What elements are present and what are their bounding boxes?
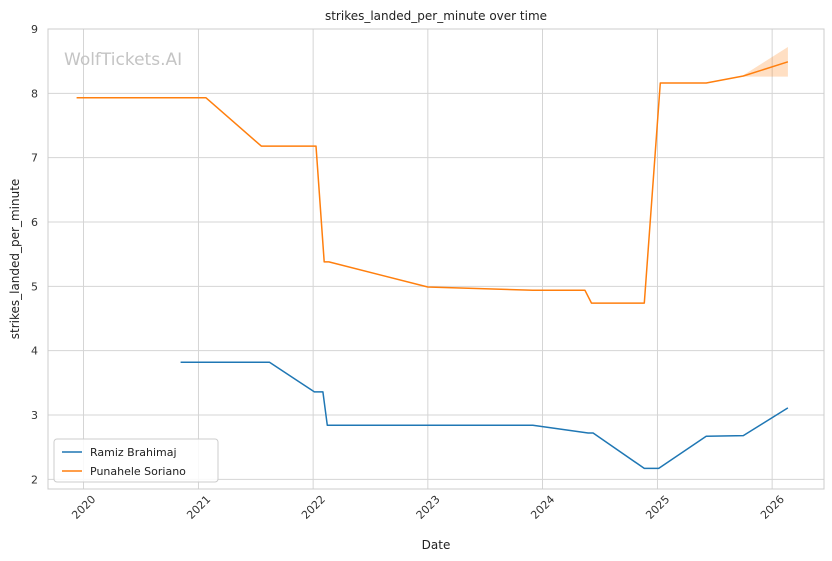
y-tick-label: 4 [31, 345, 38, 358]
y-tick-label: 3 [31, 409, 38, 422]
legend-label-punahele-soriano: Punahele Soriano [90, 465, 186, 478]
y-tick-label: 5 [31, 280, 38, 293]
series-lines [76, 61, 789, 470]
y-tick-label: 7 [31, 152, 38, 165]
watermark: WolfTickets.AI [64, 50, 182, 70]
legend-label-ramiz-brahimaj: Ramiz Brahimaj [90, 446, 177, 459]
legend: Ramiz Brahimaj Punahele Soriano [53, 438, 219, 483]
y-tick-label: 9 [31, 23, 38, 36]
legend-box [53, 438, 219, 483]
y-axis-ticks: 2 3 4 5 6 7 8 9 [31, 23, 38, 486]
y-tick-label: 8 [31, 87, 38, 100]
confidence-band [743, 47, 788, 77]
plot-frame [47, 28, 825, 490]
confidence-bands [743, 47, 788, 77]
x-axis-label: Date [422, 538, 451, 552]
y-axis-label: strikes_landed_per_minute [8, 179, 22, 340]
series-line-ramiz-brahimaj [180, 361, 789, 470]
y-tick-label: 6 [31, 216, 38, 229]
series-line-punahele-soriano [76, 61, 789, 304]
y-tick-label: 2 [31, 473, 38, 486]
chart-title: strikes_landed_per_minute over time [325, 9, 547, 23]
